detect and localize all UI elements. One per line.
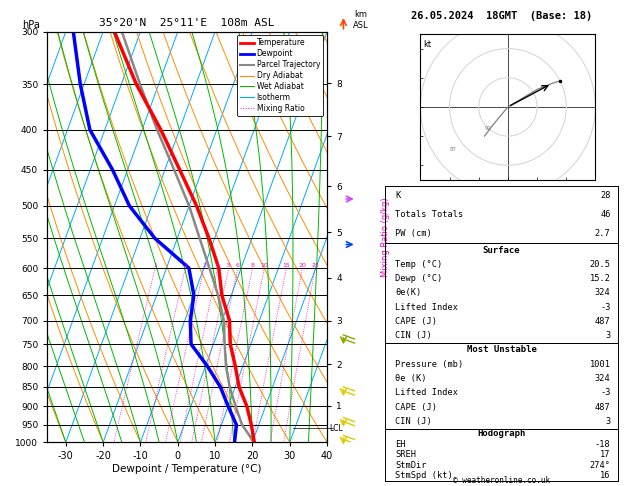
- Text: 3: 3: [605, 331, 611, 340]
- Text: LCL: LCL: [329, 424, 343, 433]
- Legend: Temperature, Dewpoint, Parcel Trajectory, Dry Adiabat, Wet Adiabat, Isotherm, Mi: Temperature, Dewpoint, Parcel Trajectory…: [237, 35, 323, 116]
- Text: 3: 3: [202, 263, 206, 268]
- Text: 17: 17: [600, 451, 611, 459]
- Text: 324: 324: [595, 288, 611, 297]
- Text: θe (K): θe (K): [395, 374, 426, 383]
- Text: hPa: hPa: [22, 19, 40, 30]
- Text: 28: 28: [600, 191, 611, 200]
- Text: CIN (J): CIN (J): [395, 417, 432, 426]
- Text: 15: 15: [282, 263, 290, 268]
- Text: Dewp (°C): Dewp (°C): [395, 274, 442, 283]
- Text: StmSpd (kt): StmSpd (kt): [395, 471, 453, 480]
- Text: 92: 92: [484, 126, 492, 131]
- Text: -18: -18: [595, 440, 611, 449]
- Text: km
ASL: km ASL: [353, 10, 369, 30]
- Text: 487: 487: [595, 402, 611, 412]
- Text: 26.05.2024  18GMT  (Base: 18): 26.05.2024 18GMT (Base: 18): [411, 11, 593, 21]
- Text: 16: 16: [600, 471, 611, 480]
- Text: 87: 87: [450, 147, 457, 152]
- Text: 1001: 1001: [589, 360, 611, 369]
- Text: 6: 6: [236, 263, 240, 268]
- Text: Totals Totals: Totals Totals: [395, 210, 464, 219]
- Text: 10: 10: [260, 263, 268, 268]
- Text: 20: 20: [299, 263, 306, 268]
- Text: 15.2: 15.2: [589, 274, 611, 283]
- Text: Lifted Index: Lifted Index: [395, 303, 458, 312]
- Text: 3: 3: [605, 417, 611, 426]
- Text: 487: 487: [595, 317, 611, 326]
- Text: © weatheronline.co.uk: © weatheronline.co.uk: [453, 475, 550, 485]
- Text: CIN (J): CIN (J): [395, 331, 432, 340]
- Text: -3: -3: [600, 388, 611, 398]
- Text: 20.5: 20.5: [589, 260, 611, 269]
- Text: 274°: 274°: [589, 461, 611, 470]
- Text: θe(K): θe(K): [395, 288, 421, 297]
- Text: Hodograph: Hodograph: [477, 430, 526, 438]
- Title: 35°20'N  25°11'E  108m ASL: 35°20'N 25°11'E 108m ASL: [99, 18, 275, 28]
- Text: 2: 2: [183, 263, 187, 268]
- Y-axis label: Mixing Ratio (g/kg): Mixing Ratio (g/kg): [381, 197, 390, 277]
- Text: 324: 324: [595, 374, 611, 383]
- Text: 2.7: 2.7: [595, 229, 611, 238]
- Text: 8: 8: [251, 263, 255, 268]
- Text: K: K: [395, 191, 400, 200]
- Text: 25: 25: [311, 263, 320, 268]
- Text: Surface: Surface: [483, 245, 520, 255]
- Text: Temp (°C): Temp (°C): [395, 260, 442, 269]
- Text: SREH: SREH: [395, 451, 416, 459]
- Text: -3: -3: [600, 303, 611, 312]
- Text: PW (cm): PW (cm): [395, 229, 432, 238]
- Text: CAPE (J): CAPE (J): [395, 402, 437, 412]
- Text: Most Unstable: Most Unstable: [467, 345, 537, 354]
- X-axis label: Dewpoint / Temperature (°C): Dewpoint / Temperature (°C): [113, 464, 262, 474]
- Text: Pressure (mb): Pressure (mb): [395, 360, 464, 369]
- Text: 5: 5: [227, 263, 231, 268]
- Text: Lifted Index: Lifted Index: [395, 388, 458, 398]
- Text: StmDir: StmDir: [395, 461, 426, 470]
- Text: 46: 46: [600, 210, 611, 219]
- Text: kt: kt: [423, 40, 431, 49]
- Text: 1: 1: [153, 263, 157, 268]
- Text: EH: EH: [395, 440, 406, 449]
- Text: 4: 4: [216, 263, 220, 268]
- Text: CAPE (J): CAPE (J): [395, 317, 437, 326]
